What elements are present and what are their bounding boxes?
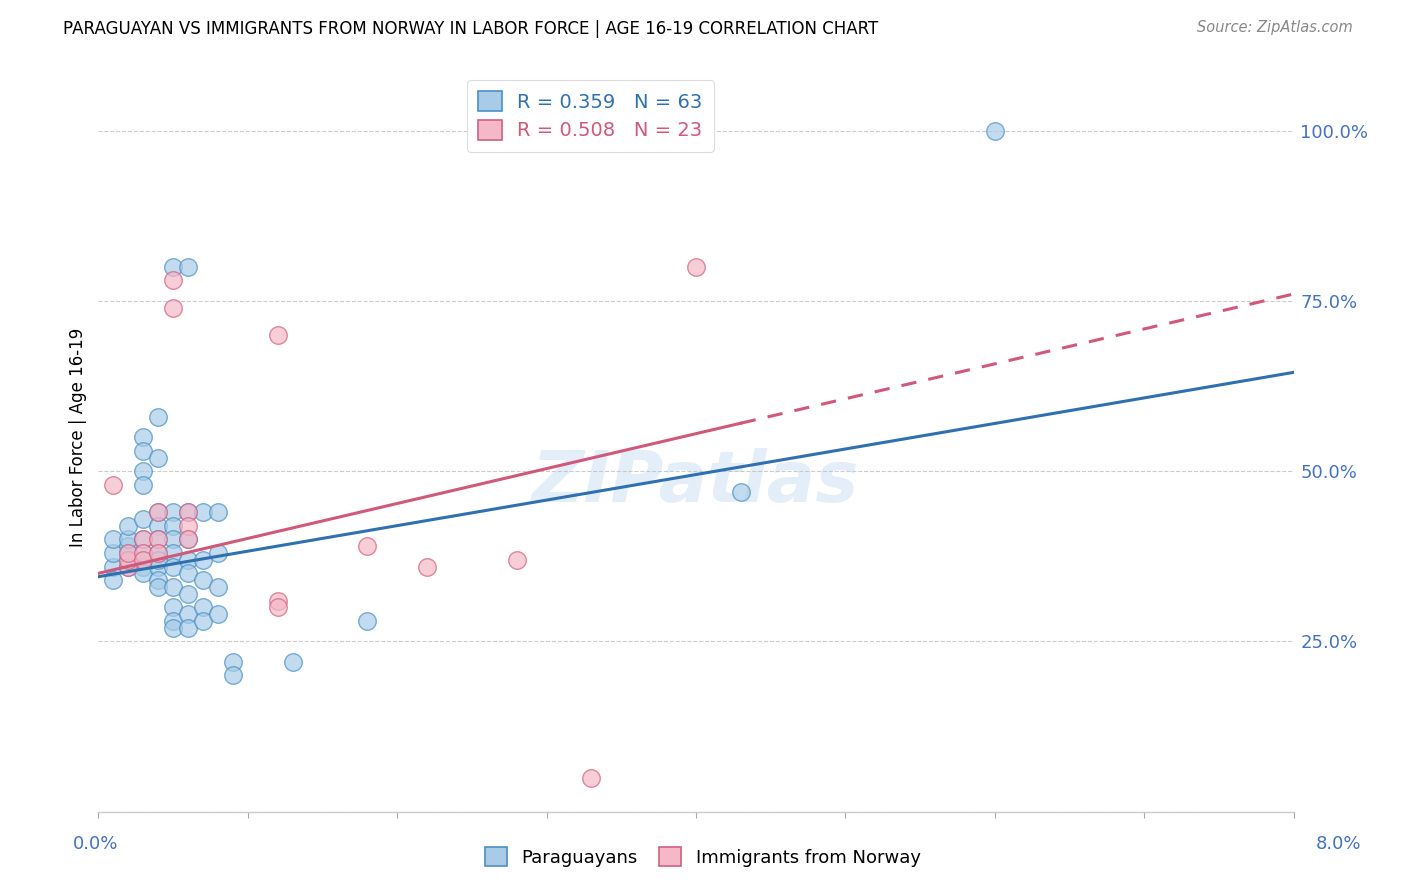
Point <box>148 546 170 560</box>
Point <box>162 621 184 635</box>
Point <box>103 573 125 587</box>
Legend: Paraguayans, Immigrants from Norway: Paraguayans, Immigrants from Norway <box>478 840 928 874</box>
Text: 8.0%: 8.0% <box>1316 835 1361 853</box>
Point <box>132 443 155 458</box>
Point <box>117 552 139 566</box>
Point <box>177 505 200 519</box>
Point <box>162 580 184 594</box>
Point <box>148 580 170 594</box>
Y-axis label: In Labor Force | Age 16-19: In Labor Force | Age 16-19 <box>69 327 87 547</box>
Point <box>356 614 378 628</box>
Point <box>148 505 170 519</box>
Point <box>506 552 529 566</box>
Point <box>148 450 170 465</box>
Point <box>148 409 170 424</box>
Point <box>132 533 155 547</box>
Point <box>132 552 155 566</box>
Point <box>191 600 214 615</box>
Point <box>207 607 229 622</box>
Point <box>132 546 155 560</box>
Point <box>162 301 184 315</box>
Point <box>117 539 139 553</box>
Point <box>162 273 184 287</box>
Point <box>416 559 439 574</box>
Point <box>207 505 229 519</box>
Point <box>103 546 125 560</box>
Text: 0.0%: 0.0% <box>73 835 118 853</box>
Point <box>267 600 290 615</box>
Point <box>730 484 752 499</box>
Point <box>148 573 170 587</box>
Point <box>177 533 200 547</box>
Point <box>132 566 155 581</box>
Point <box>148 552 170 566</box>
Point <box>132 552 155 566</box>
Point <box>103 533 125 547</box>
Legend: R = 0.359   N = 63, R = 0.508   N = 23: R = 0.359 N = 63, R = 0.508 N = 23 <box>467 79 714 152</box>
Point <box>148 533 170 547</box>
Point <box>117 546 139 560</box>
Point <box>281 655 304 669</box>
Point <box>191 573 214 587</box>
Point <box>191 614 214 628</box>
Point <box>103 477 125 491</box>
Point <box>177 621 200 635</box>
Point <box>984 123 1007 137</box>
Point <box>191 552 214 566</box>
Point <box>685 260 707 274</box>
Point <box>132 464 155 478</box>
Point <box>117 546 139 560</box>
Point <box>177 260 200 274</box>
Point <box>162 505 184 519</box>
Text: PARAGUAYAN VS IMMIGRANTS FROM NORWAY IN LABOR FORCE | AGE 16-19 CORRELATION CHAR: PARAGUAYAN VS IMMIGRANTS FROM NORWAY IN … <box>63 20 879 37</box>
Point <box>222 655 245 669</box>
Text: Source: ZipAtlas.com: Source: ZipAtlas.com <box>1197 20 1353 35</box>
Point <box>177 518 200 533</box>
Point <box>222 668 245 682</box>
Point <box>356 539 378 553</box>
Point <box>148 546 170 560</box>
Point <box>162 600 184 615</box>
Point <box>162 533 184 547</box>
Point <box>162 260 184 274</box>
Point <box>117 559 139 574</box>
Point <box>177 587 200 601</box>
Point <box>148 559 170 574</box>
Point <box>132 477 155 491</box>
Point <box>132 430 155 444</box>
Point <box>117 559 139 574</box>
Point <box>177 505 200 519</box>
Point <box>117 552 139 566</box>
Point <box>148 505 170 519</box>
Point <box>103 559 125 574</box>
Point <box>267 327 290 342</box>
Point <box>132 546 155 560</box>
Point <box>132 533 155 547</box>
Point <box>132 559 155 574</box>
Point <box>162 546 184 560</box>
Point <box>207 580 229 594</box>
Point <box>191 505 214 519</box>
Point <box>148 518 170 533</box>
Point <box>177 566 200 581</box>
Text: ZIPatlas: ZIPatlas <box>533 448 859 516</box>
Point <box>117 518 139 533</box>
Point <box>267 593 290 607</box>
Point <box>177 607 200 622</box>
Point <box>117 533 139 547</box>
Point <box>581 771 603 785</box>
Point <box>177 552 200 566</box>
Point <box>162 614 184 628</box>
Point <box>207 546 229 560</box>
Point <box>132 512 155 526</box>
Point <box>148 533 170 547</box>
Point <box>177 533 200 547</box>
Point <box>162 559 184 574</box>
Point <box>162 518 184 533</box>
